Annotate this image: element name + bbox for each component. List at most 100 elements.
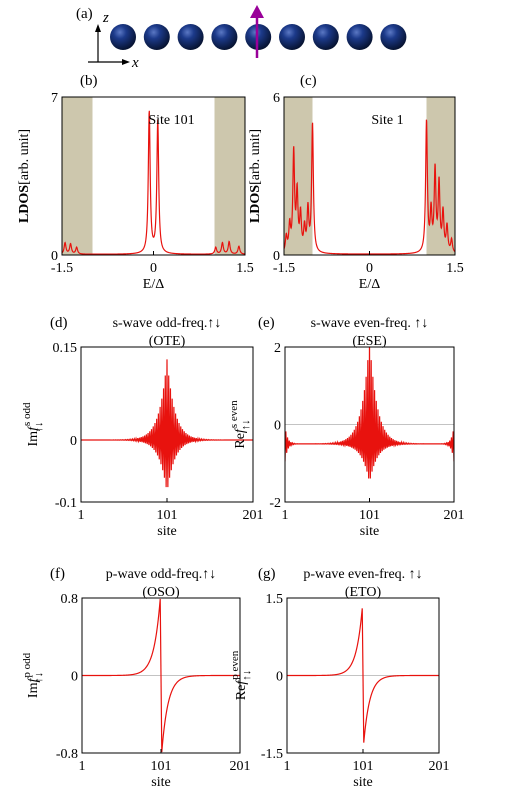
x-tick-label: 201	[243, 508, 264, 523]
panel-g: 1 101 201 -1.5 0 1.5 site (g) p-wave even-freq. …	[229, 566, 450, 790]
y-axis-label-prefix: Re	[233, 433, 248, 449]
panel-label: (c)	[300, 73, 317, 89]
sphere-4	[211, 24, 238, 50]
sphere-chain	[110, 24, 407, 50]
x-tick-label: 1.5	[236, 261, 254, 276]
data-curve-d	[81, 359, 253, 488]
panel-a: (a) z x	[76, 5, 407, 71]
axis-x-label: x	[131, 55, 139, 71]
y-tick-label: 0	[71, 670, 78, 685]
y-axis-label-subscript: ↑↓	[33, 422, 45, 433]
y-axis-label: LDOS[arb. unit]	[248, 129, 263, 223]
x-axis-label: E/Δ	[143, 277, 164, 292]
sphere-7	[312, 24, 339, 50]
y-axis-label-bold: LDOS	[248, 185, 263, 223]
shaded-gap-region-2	[214, 97, 245, 255]
spin-arrow-head	[250, 5, 264, 18]
panel-title: p-wave even-freq. ↑↓	[303, 567, 422, 582]
x-axis-label: site	[157, 524, 176, 539]
y-axis-label-superscript: p even	[229, 650, 241, 680]
x-tick-label: 0	[366, 261, 373, 276]
panel-label: (b)	[80, 73, 98, 89]
y-tick-label: 2	[274, 341, 281, 356]
x-tick-label: 101	[353, 759, 374, 774]
x-tick-label: 101	[151, 759, 172, 774]
sphere-8	[346, 24, 373, 50]
data-curve-b	[62, 110, 245, 255]
site-annotation: Site 101	[148, 113, 194, 128]
y-tick-label: -0.8	[56, 747, 78, 762]
x-axis-label: site	[151, 775, 170, 790]
data-curve-e	[285, 347, 454, 479]
y-tick-label: 1.5	[266, 592, 284, 607]
panel-label: (e)	[258, 315, 275, 331]
x-axis-label: site	[360, 524, 379, 539]
x-tick-label: 101	[157, 508, 178, 523]
y-axis-label-prefix: Re	[234, 685, 249, 701]
y-tick-label: -2	[269, 496, 281, 511]
y-axis-label-prefix: Im	[26, 431, 41, 447]
panel-e: 1 101 201 -2 0 2 site (e) s-wave even-freq. ↑↓ (E…	[228, 315, 465, 539]
y-tick-label: 7	[51, 91, 58, 106]
x-tick-label: -1.5	[51, 261, 73, 276]
panel-title: p-wave odd-freq.↑↓	[106, 567, 216, 582]
spin-arrow	[250, 5, 264, 58]
panel-label: (d)	[50, 315, 68, 331]
shaded-gap-region-1	[62, 97, 93, 255]
y-tick-label: 6	[273, 91, 280, 106]
y-tick-label: 0	[274, 419, 281, 434]
panel-label: (f)	[50, 566, 65, 582]
x-tick-label: 0	[150, 261, 157, 276]
y-axis-label-prefix: Im	[26, 682, 41, 698]
y-tick-label: -0.1	[55, 496, 77, 511]
y-tick-label: 0.8	[61, 592, 79, 607]
y-axis-label-f: f	[234, 679, 249, 685]
y-axis-label-unit: [arb. unit]	[17, 129, 32, 185]
x-axis-label: E/Δ	[359, 277, 380, 292]
sphere-1	[110, 24, 136, 50]
y-axis-label-subscript: ↑↓	[240, 419, 252, 430]
sphere-2	[143, 24, 170, 50]
panel-subtitle: (OTE)	[149, 334, 186, 349]
y-tick-label: 0	[70, 434, 77, 449]
x-tick-label: 101	[359, 508, 380, 523]
y-tick-label: 0.15	[53, 341, 78, 356]
x-axis-label: site	[353, 775, 372, 790]
axis-z-label: z	[102, 10, 109, 26]
y-tick-label: 0	[276, 670, 283, 685]
sphere-3	[177, 24, 204, 50]
shaded-gap-region-2	[426, 97, 455, 255]
panel-subtitle: (ESE)	[352, 334, 387, 349]
y-tick-label: 0	[51, 249, 58, 264]
x-tick-label: 1	[284, 759, 291, 774]
y-axis-label-f: f	[26, 425, 41, 431]
y-axis-label: Refp even↑↓	[229, 650, 253, 700]
y-axis-label: Refs even↑↓	[228, 400, 252, 449]
panel-d: 1 101 201 -0.1 0 0.15 site (d) s-wave odd-freq.↑…	[21, 315, 264, 539]
x-axis-arrowhead	[122, 59, 130, 65]
y-axis-label: Imfp odd↑↓	[21, 652, 45, 698]
panel-subtitle: (OSO)	[142, 585, 180, 600]
x-tick-label: 1.5	[446, 261, 464, 276]
y-axis-label: Imfs odd↑↓	[21, 402, 45, 446]
y-tick-label: 0	[273, 249, 280, 264]
panel-title: s-wave even-freq. ↑↓	[311, 316, 429, 331]
sphere-9	[380, 24, 407, 50]
y-axis-label-unit: [arb. unit]	[248, 129, 263, 185]
site-annotation: Site 1	[371, 113, 403, 128]
x-tick-label: 201	[444, 508, 465, 523]
y-axis-label: LDOS[arb. unit]	[17, 129, 32, 223]
x-tick-label: -1.5	[273, 261, 295, 276]
panel-f: 1 101 201 -0.8 0 0.8 site (f) p-wave odd-freq.↑↓…	[21, 566, 251, 790]
panel-subtitle: (ETO)	[345, 585, 382, 600]
y-axis-label-subscript: ↑↓	[33, 672, 45, 683]
panel-a-label: (a)	[76, 6, 93, 22]
z-axis-arrowhead	[95, 24, 101, 32]
y-axis-label-f: f	[26, 677, 41, 683]
panel-label: (g)	[258, 566, 276, 582]
y-axis-label-f: f	[233, 427, 248, 433]
